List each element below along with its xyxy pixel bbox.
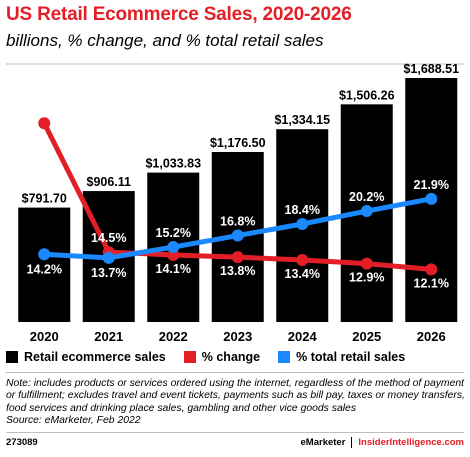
x-tick-2023: 2023 — [223, 329, 252, 344]
chart-id: 273089 — [6, 437, 38, 448]
x-tick-2024: 2024 — [288, 329, 318, 344]
bar-label-2022: $1,033.83 — [145, 157, 201, 171]
change-point-2020 — [38, 117, 51, 130]
change-label-2022: 14.1% — [156, 262, 191, 276]
chart-note: Note: includes products or services orde… — [6, 378, 468, 428]
share-label-2020: 14.2% — [27, 262, 62, 276]
legend-item-sales: Retail ecommerce sales — [6, 350, 166, 364]
change-point-2025 — [360, 257, 373, 270]
legend-swatch-sales — [6, 351, 18, 363]
bar-label-2024: $1,334.15 — [274, 113, 330, 127]
change-label-2020: 32.4% — [27, 102, 62, 116]
share-point-2021 — [102, 251, 115, 264]
legend-item-change: % change — [183, 350, 261, 364]
legend-item-share: % total retail sales — [278, 350, 405, 364]
bar-label-2026: $1,688.51 — [403, 62, 459, 76]
x-tick-2022: 2022 — [159, 329, 188, 344]
brand-separator — [351, 437, 353, 448]
bar-2020 — [18, 207, 71, 322]
share-label-2023: 16.8% — [220, 215, 255, 229]
brand-insider-intelligence: InsiderIntelligence.com — [358, 437, 464, 448]
brand-emarketer: eMarketer — [300, 437, 346, 448]
change-label-2026: 12.1% — [414, 276, 449, 290]
footer-divider — [6, 432, 464, 433]
x-tick-2026: 2026 — [417, 329, 446, 344]
x-tick-2020: 2020 — [30, 329, 59, 344]
change-point-2026 — [425, 263, 438, 276]
share-label-2026: 21.9% — [414, 178, 449, 192]
change-label-2021: 14.5% — [91, 231, 126, 245]
change-label-2024: 13.4% — [285, 267, 320, 281]
legend-swatch-share — [278, 351, 291, 363]
share-point-2023 — [231, 229, 244, 242]
share-label-2024: 18.4% — [285, 203, 320, 217]
chart-area: $791.70 $906.11 $1,033.83 $1,176.50 $1,334.1… — [6, 62, 464, 344]
legend-swatch-change — [183, 351, 196, 363]
bar-label-2025: $1,506.26 — [339, 88, 395, 102]
note-text: Note: includes products or services orde… — [6, 378, 465, 414]
source-text: Source: eMarketer, Feb 2022 — [6, 415, 141, 427]
footer: 273089 eMarketer InsiderIntelligence.com — [6, 437, 464, 448]
divider — [6, 372, 464, 373]
brand: eMarketer InsiderIntelligence.com — [301, 437, 464, 448]
x-tick-2025: 2025 — [352, 329, 381, 344]
x-tick-2021: 2021 — [94, 329, 123, 344]
legend-label-sales: Retail ecommerce sales — [24, 350, 166, 364]
legend: Retail ecommerce sales % change % total … — [6, 350, 423, 364]
change-label-2023: 13.8% — [220, 264, 255, 278]
share-point-2020 — [38, 248, 51, 261]
share-point-2025 — [360, 205, 373, 218]
legend-label-change: % change — [201, 350, 261, 364]
change-point-2023 — [231, 251, 244, 264]
share-point-2022 — [167, 241, 180, 254]
share-label-2025: 20.2% — [349, 190, 384, 204]
share-label-2022: 15.2% — [156, 226, 191, 240]
bar-label-2021: $906.11 — [87, 175, 132, 189]
share-point-2024 — [296, 218, 309, 231]
bar-label-2023: $1,176.50 — [210, 136, 266, 150]
share-point-2026 — [425, 192, 438, 205]
share-label-2021: 13.7% — [91, 266, 126, 280]
chart-subtitle: billions, % change, and % total retail s… — [6, 31, 324, 50]
legend-label-share: % total retail sales — [296, 350, 406, 364]
bar-label-2020: $791.70 — [22, 192, 67, 206]
change-label-2025: 12.9% — [349, 271, 384, 285]
chart-title: US Retail Ecommerce Sales, 2020-2026 — [6, 4, 352, 25]
change-point-2024 — [296, 254, 309, 267]
